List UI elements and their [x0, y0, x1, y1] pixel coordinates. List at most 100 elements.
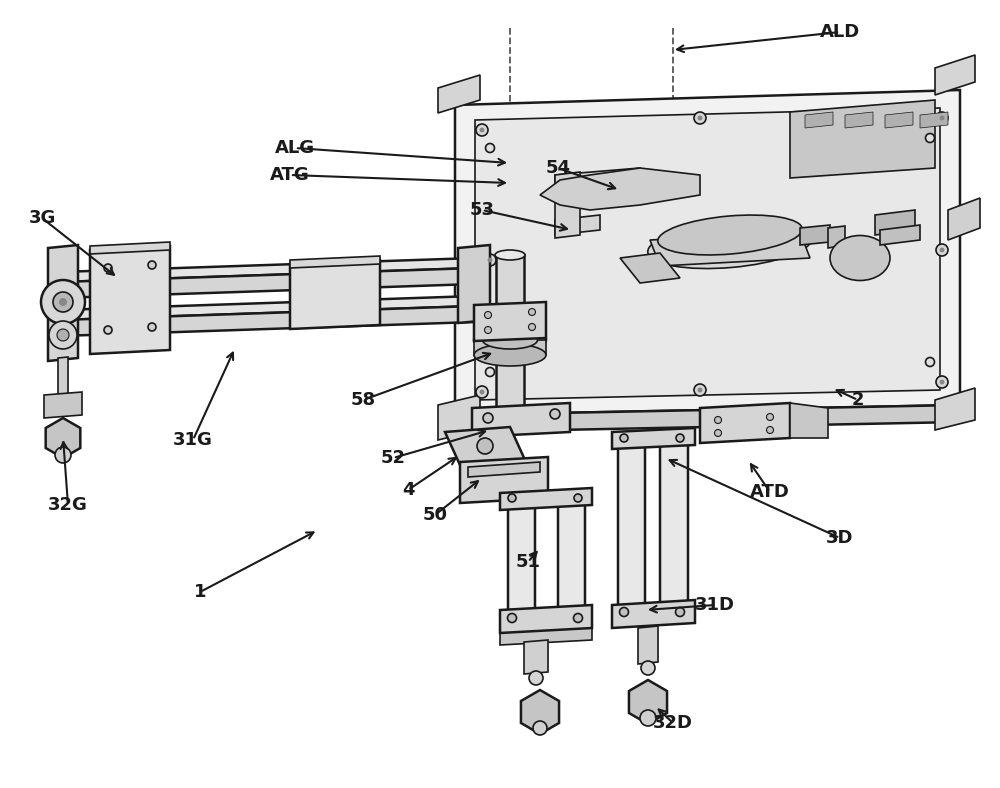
Circle shape — [940, 380, 944, 385]
Polygon shape — [845, 112, 873, 128]
Circle shape — [940, 247, 944, 252]
Circle shape — [484, 254, 496, 266]
Text: ATG: ATG — [270, 166, 310, 184]
Polygon shape — [60, 268, 475, 298]
Polygon shape — [875, 210, 915, 235]
Polygon shape — [60, 306, 475, 336]
Circle shape — [49, 321, 77, 349]
Text: ALG: ALG — [275, 139, 315, 157]
Circle shape — [574, 614, 582, 623]
Text: 3D: 3D — [826, 529, 854, 547]
Circle shape — [767, 414, 774, 421]
Polygon shape — [58, 265, 72, 339]
Polygon shape — [790, 100, 935, 178]
Circle shape — [620, 608, 629, 616]
Polygon shape — [555, 168, 640, 192]
Circle shape — [550, 409, 560, 419]
Polygon shape — [500, 625, 592, 645]
Polygon shape — [290, 260, 380, 329]
Circle shape — [640, 710, 656, 726]
Text: ALD: ALD — [820, 23, 860, 41]
Polygon shape — [90, 242, 170, 254]
Circle shape — [41, 280, 85, 324]
Polygon shape — [558, 495, 585, 611]
Polygon shape — [555, 172, 580, 238]
Text: 32D: 32D — [653, 714, 693, 732]
Circle shape — [533, 721, 547, 735]
Circle shape — [104, 264, 112, 272]
Polygon shape — [460, 457, 548, 503]
Text: 31D: 31D — [695, 596, 735, 614]
Polygon shape — [935, 55, 975, 95]
Ellipse shape — [482, 331, 538, 349]
Text: 4: 4 — [402, 481, 414, 499]
Circle shape — [476, 124, 488, 136]
Circle shape — [694, 112, 706, 124]
Polygon shape — [60, 296, 475, 320]
Polygon shape — [48, 245, 78, 361]
Circle shape — [480, 389, 484, 395]
Circle shape — [926, 133, 934, 143]
Ellipse shape — [658, 215, 802, 255]
Text: 31G: 31G — [173, 431, 213, 449]
Polygon shape — [468, 462, 540, 477]
Polygon shape — [660, 435, 688, 608]
Polygon shape — [558, 495, 585, 506]
Polygon shape — [948, 198, 980, 240]
Polygon shape — [474, 302, 546, 341]
Circle shape — [486, 367, 494, 377]
Polygon shape — [700, 403, 790, 443]
Ellipse shape — [474, 328, 546, 352]
Text: 52: 52 — [380, 449, 406, 467]
Polygon shape — [472, 403, 570, 437]
Circle shape — [767, 426, 774, 433]
Circle shape — [484, 311, 492, 318]
Circle shape — [620, 434, 628, 442]
Polygon shape — [60, 258, 475, 282]
Circle shape — [698, 388, 702, 392]
Ellipse shape — [474, 344, 546, 366]
Circle shape — [936, 244, 948, 256]
Polygon shape — [508, 497, 535, 508]
Circle shape — [483, 413, 493, 423]
Circle shape — [476, 386, 488, 398]
Polygon shape — [880, 225, 920, 245]
Polygon shape — [475, 108, 940, 400]
Polygon shape — [500, 605, 592, 633]
Text: 1: 1 — [194, 583, 206, 601]
Text: 32G: 32G — [48, 496, 88, 514]
Polygon shape — [540, 168, 700, 210]
Circle shape — [148, 323, 156, 331]
Circle shape — [676, 434, 684, 442]
Polygon shape — [458, 245, 490, 323]
Polygon shape — [828, 226, 845, 248]
Polygon shape — [508, 497, 535, 613]
Text: 2: 2 — [852, 391, 864, 409]
Polygon shape — [90, 246, 170, 354]
Circle shape — [55, 447, 71, 463]
Polygon shape — [805, 112, 833, 128]
Text: 54: 54 — [546, 159, 570, 177]
Polygon shape — [521, 690, 559, 734]
Circle shape — [53, 292, 73, 312]
Polygon shape — [44, 392, 82, 418]
Circle shape — [477, 438, 493, 454]
Circle shape — [528, 308, 536, 315]
Circle shape — [940, 116, 944, 121]
Polygon shape — [920, 112, 948, 128]
Polygon shape — [438, 75, 480, 113]
Polygon shape — [496, 255, 524, 412]
Circle shape — [480, 128, 484, 132]
Circle shape — [936, 112, 948, 124]
Polygon shape — [524, 640, 548, 674]
Circle shape — [508, 614, 516, 623]
Polygon shape — [650, 232, 810, 266]
Polygon shape — [629, 680, 667, 724]
Circle shape — [508, 494, 516, 502]
Polygon shape — [438, 395, 480, 440]
Polygon shape — [455, 405, 960, 432]
Circle shape — [59, 298, 67, 306]
Text: 53: 53 — [470, 201, 494, 219]
Circle shape — [488, 258, 492, 262]
Ellipse shape — [648, 221, 812, 269]
